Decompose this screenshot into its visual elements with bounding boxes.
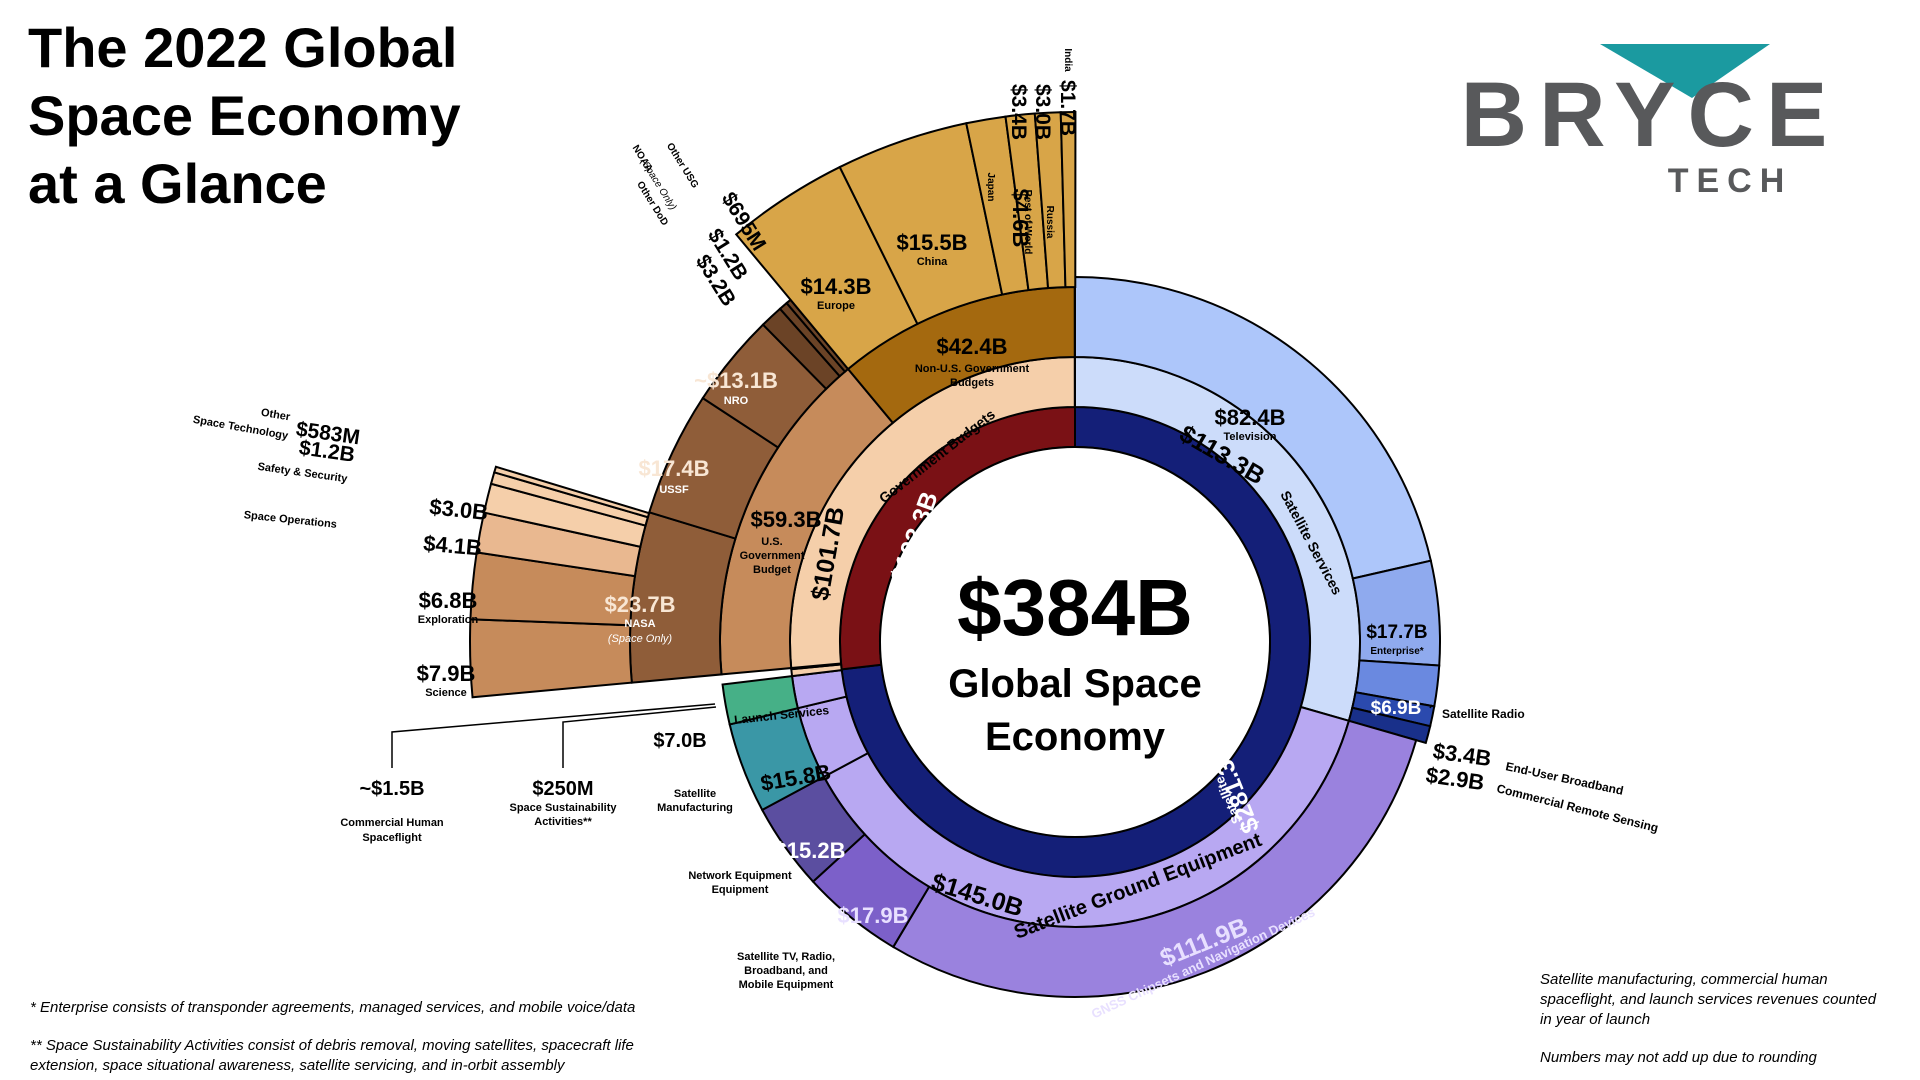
footnote-sustain-1: ** Space Sustainability Activities consi… [30,1037,634,1054]
label-ssa-2: Activities** [534,816,592,828]
label-nasa-sub: (Space Only) [608,633,673,645]
footnote-right-3: in year of launch [1540,1011,1651,1028]
label-chs-1: Commercial Human [340,817,444,829]
label-usgov-3: Budget [753,564,791,576]
label-safety-name: Safety & Security [257,461,349,486]
label-expl-value: $6.8B [419,588,478,613]
label-nonus-2: Budgets [950,377,994,389]
label-science-value: $7.9B [417,661,476,686]
title-line-1: The 2022 Global [28,16,458,79]
label-other-name: Other [260,407,292,424]
label-europe-name: Europe [817,300,855,312]
label-china-value: $15.5B [897,230,968,255]
label-ussf-name: USSF [659,484,689,496]
label-ops-name: Space Operations [243,509,337,531]
label-net-name: Network Equipment [688,870,792,882]
label-nro-name: NRO [724,395,749,407]
label-manuf-1: Satellite [674,788,716,800]
label-chs-2: Spaceflight [362,832,422,844]
label-usgov-value: $59.3B [751,507,822,532]
center-line-1: Global Space [948,662,1201,706]
arc-other [493,465,651,519]
label-india-value: $1.7B [1056,80,1079,136]
label-nasa-value: $23.7B [605,592,676,617]
label-sattv-3: Mobile Equipment [739,979,834,991]
label-nasa-name: NASA [624,618,655,630]
footnote-left: * Enterprise consists of transponder agr… [30,998,635,1076]
label-usgov-2: Government [740,550,805,562]
leader-sustainability [562,706,717,768]
label-japan-value: $4.6B [1008,189,1033,248]
label-tv-value: $82.4B [1215,405,1286,430]
label-manuf-2: Manufacturing [657,802,733,814]
center-value: $384B [957,563,1193,652]
footnote-enterprise: * Enterprise consists of transponder agr… [30,999,636,1016]
leader-human-spaceflight [391,703,716,768]
arc-science [469,618,633,699]
arc-india [1059,110,1077,289]
label-ent-value: $17.7B [1366,622,1427,643]
label-ops-value: $4.1B [422,531,483,561]
label-nro-value: ~$13.1B [694,368,778,393]
logo-word: BRYCE [1461,64,1840,166]
label-launch-value: $7.0B [653,730,706,752]
label-science-name: Science [425,687,467,699]
logo-chevron-icon [1600,44,1770,98]
label-russia-name: Russia [1044,206,1055,239]
label-rs-name: Commercial Remote Sensing [1495,781,1660,835]
footnote-right: Satellite manufacturing, commercial huma… [1540,970,1876,1068]
label-sattv-value: $17.9B [838,903,909,928]
label-sattv-1: Satellite TV, Radio, [737,951,835,963]
label-sattv-2: Broadband, and [744,965,828,977]
label-russia-value: $3.0B [1031,84,1054,140]
center-disc [879,446,1271,838]
arc-launch-services-outer [721,675,800,726]
brycetech-logo: BRYCE TECH [1461,44,1840,200]
label-usg-name: Other USG [664,141,701,190]
label-safety-value: $3.0B [428,494,489,525]
page-title: The 2022 Global Space Economy at a Glanc… [28,14,461,218]
label-china-name: China [917,256,948,268]
label-row-value: $3.4B [1007,84,1030,140]
label-ent-name: Enterprise* [1370,646,1423,657]
footnote-right-4: Numbers may not add up due to rounding [1540,1049,1817,1066]
title-line-3: at a Glance [28,152,327,215]
label-net-value: $15.2B [775,838,846,863]
logo-sub: TECH [1668,162,1793,200]
label-nonus-1: Non-U.S. Government [915,363,1030,375]
title-line-2: Space Economy [28,84,461,147]
footnote-right-2: spaceflight, and launch services revenue… [1540,991,1877,1008]
label-india-name: India [1062,48,1073,72]
label-japan-name: Japan [985,173,996,202]
label-chs-value: ~$1.5B [359,778,424,800]
label-usgov-1: U.S. [761,536,782,548]
label-row-name: Rest of World [1022,190,1033,255]
label-radio-name: Satellite Radio [1442,707,1525,721]
label-tv-name: Television [1224,431,1277,443]
footnote-right-1: Satellite manufacturing, commercial huma… [1540,971,1828,988]
label-ssa-1: Space Sustainability [510,802,618,814]
label-ussf-value: $17.4B [639,456,710,481]
center-line-2: Economy [985,715,1166,759]
leader-sat-radio [1429,704,1433,709]
label-ssa-value: $250M [532,778,593,800]
label-expl-name: Exploration [418,614,479,626]
label-europe-value: $14.3B [801,274,872,299]
label-nonus-value: $42.4B [937,334,1008,359]
label-net-name-2: Equipment [712,884,769,896]
footnote-sustain-2: extension, space situational awareness, … [30,1057,565,1074]
label-radio-value: $6.9B [1371,698,1422,719]
